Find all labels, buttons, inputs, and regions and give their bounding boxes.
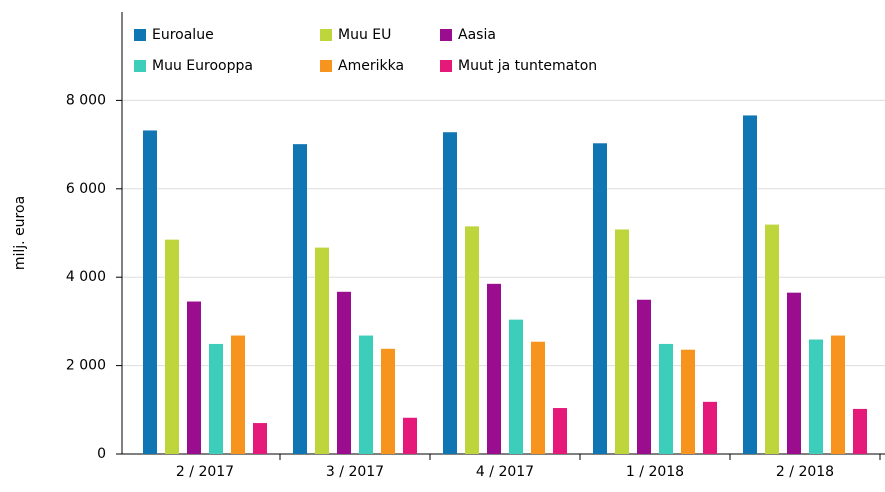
bar <box>531 341 545 454</box>
x-tick-label: 1 / 2018 <box>626 464 684 480</box>
bar <box>209 343 223 454</box>
bar <box>165 239 179 454</box>
bar <box>231 335 245 454</box>
legend-swatch <box>440 29 452 41</box>
bar <box>703 401 717 454</box>
bar <box>487 283 501 454</box>
y-tick-label: 8 000 <box>66 92 106 108</box>
y-tick-label: 4 000 <box>66 269 106 285</box>
bar <box>381 348 395 454</box>
legend-swatch <box>134 60 146 72</box>
bar <box>765 224 779 454</box>
x-tick-label: 2 / 2018 <box>776 464 834 480</box>
bar <box>509 319 523 454</box>
legend-label: Muu Eurooppa <box>152 58 253 74</box>
x-tick-label: 2 / 2017 <box>176 464 234 480</box>
bar <box>659 343 673 454</box>
bar <box>359 335 373 454</box>
bar <box>637 299 651 454</box>
legend-swatch <box>320 29 332 41</box>
bar <box>187 301 201 454</box>
legend-label: Euroalue <box>152 27 214 43</box>
bar <box>443 132 457 454</box>
y-tick-label: 0 <box>97 446 106 462</box>
bar <box>315 247 329 454</box>
bar <box>743 115 757 454</box>
bar <box>809 339 823 454</box>
bar <box>615 229 629 454</box>
y-tick-label: 2 000 <box>66 358 106 374</box>
bar <box>293 144 307 454</box>
bar <box>593 143 607 455</box>
bar <box>831 335 845 454</box>
bar <box>253 423 267 454</box>
legend-label: Muu EU <box>338 27 391 43</box>
x-tick-label: 3 / 2017 <box>326 464 384 480</box>
y-tick-label: 6 000 <box>66 181 106 197</box>
bar <box>787 292 801 454</box>
legend-swatch <box>320 60 332 72</box>
bar <box>403 417 417 454</box>
bar <box>553 408 567 454</box>
legend-label: Amerikka <box>338 58 404 74</box>
bar <box>465 226 479 454</box>
y-axis-label: milj. euroa <box>12 196 28 270</box>
bar <box>143 130 157 454</box>
bar <box>337 291 351 454</box>
bar <box>681 349 695 454</box>
bar <box>853 408 867 454</box>
legend-label: Muut ja tuntematon <box>458 58 597 74</box>
legend-label: Aasia <box>458 27 496 43</box>
legend-swatch <box>440 60 452 72</box>
legend-swatch <box>134 29 146 41</box>
x-tick-label: 4 / 2017 <box>476 464 534 480</box>
